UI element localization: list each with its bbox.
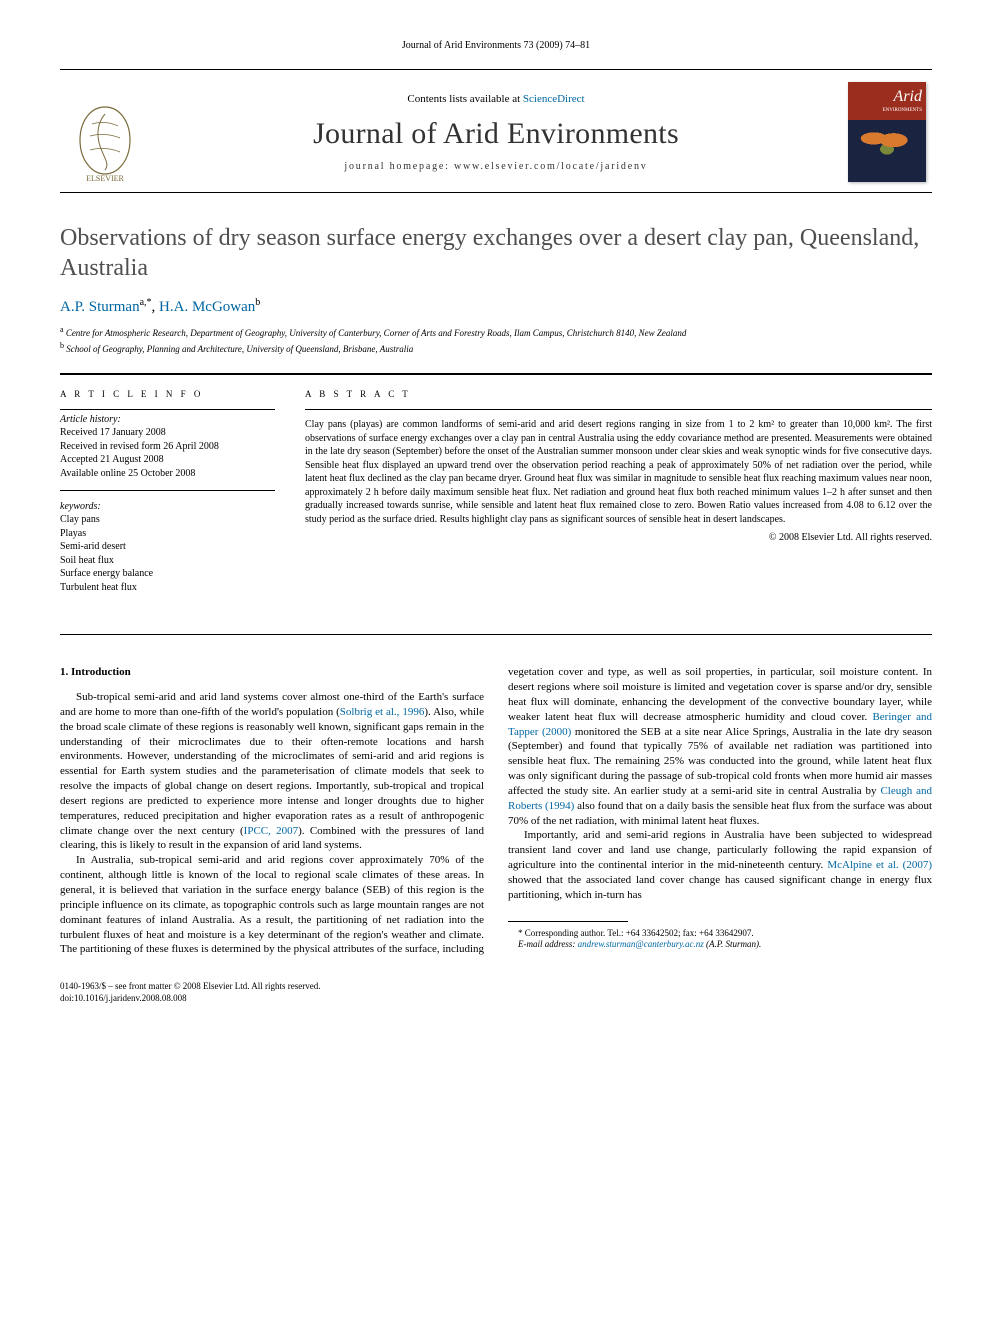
divider	[60, 634, 932, 635]
journal-cover-thumbnail: Arid ENVIRONMENTS	[848, 82, 926, 182]
masthead-center: Contents lists available at ScienceDirec…	[162, 82, 830, 182]
email-footnote: E-mail address: andrew.sturman@canterbur…	[508, 939, 932, 951]
author-link[interactable]: H.A. McGowan	[159, 299, 255, 315]
contents-pre: Contents lists available at	[407, 93, 522, 105]
sciencedirect-link[interactable]: ScienceDirect	[523, 93, 585, 105]
divider	[60, 409, 275, 410]
article-history-block: Article history: Received 17 January 200…	[60, 414, 275, 491]
keywords-block: keywords: Clay pans Playas Semi-arid des…	[60, 501, 275, 594]
keyword: Surface energy balance	[60, 567, 275, 581]
footer-left: 0140-1963/$ – see front matter © 2008 El…	[60, 981, 321, 1004]
journal-homepage-line: journal homepage: www.elsevier.com/locat…	[162, 161, 830, 172]
running-header: Journal of Arid Environments 73 (2009) 7…	[60, 40, 932, 51]
history-line: Available online 25 October 2008	[60, 467, 275, 481]
body-paragraph: Sub-tropical semi-arid and arid land sys…	[60, 690, 484, 853]
history-line: Received 17 January 2008	[60, 426, 275, 440]
corresponding-author-footnote: * Corresponding author. Tel.: +64 336425…	[508, 928, 932, 940]
affiliation-line: b School of Geography, Planning and Arch…	[60, 340, 932, 356]
keyword: Clay pans	[60, 513, 275, 527]
page-footer: 0140-1963/$ – see front matter © 2008 El…	[60, 981, 932, 1004]
affiliation-line: a Centre for Atmospheric Research, Depar…	[60, 324, 932, 340]
keyword: Semi-arid desert	[60, 540, 275, 554]
cover-map-graphic	[854, 124, 920, 160]
info-abstract-row: A R T I C L E I N F O Article history: R…	[60, 374, 932, 594]
affiliations: a Centre for Atmospheric Research, Depar…	[60, 324, 932, 355]
doi-line: doi:10.1016/j.jaridenv.2008.08.008	[60, 993, 321, 1005]
body-paragraph: Importantly, arid and semi-arid regions …	[508, 828, 932, 902]
author-list: A.P. Sturmana,*, H.A. McGowanb	[60, 297, 932, 316]
keyword: Turbulent heat flux	[60, 581, 275, 595]
journal-cover-slot: Arid ENVIRONMENTS	[842, 82, 932, 182]
footnote-separator	[508, 921, 628, 922]
author-sup: b	[255, 297, 260, 308]
abstract-text: Clay pans (playas) are common landforms …	[305, 418, 932, 526]
author-link[interactable]: A.P. Sturman	[60, 299, 140, 315]
history-line: Received in revised form 26 April 2008	[60, 440, 275, 454]
abstract-panel: A B S T R A C T Clay pans (playas) are c…	[305, 389, 932, 594]
abstract-copyright: © 2008 Elsevier Ltd. All rights reserved…	[305, 532, 932, 543]
article-title: Observations of dry season surface energ…	[60, 223, 932, 283]
issn-line: 0140-1963/$ – see front matter © 2008 El…	[60, 981, 321, 993]
author-sup: a,*	[140, 297, 152, 308]
keywords-heading: keywords:	[60, 501, 275, 512]
abstract-heading: A B S T R A C T	[305, 389, 932, 399]
journal-name: Journal of Arid Environments	[162, 117, 830, 151]
svg-text:ELSEVIER: ELSEVIER	[86, 174, 124, 182]
masthead: ELSEVIER Contents lists available at Sci…	[60, 69, 932, 193]
elsevier-logo: ELSEVIER	[70, 102, 140, 182]
history-line: Accepted 21 August 2008	[60, 453, 275, 467]
cover-title: Arid	[894, 88, 922, 106]
page-root: Journal of Arid Environments 73 (2009) 7…	[0, 0, 992, 1045]
history-heading: Article history:	[60, 414, 275, 425]
article-body: 1. Introduction Sub-tropical semi-arid a…	[60, 665, 932, 957]
divider	[305, 409, 932, 410]
keyword: Playas	[60, 527, 275, 541]
cover-subtitle: ENVIRONMENTS	[883, 108, 922, 113]
article-info-panel: A R T I C L E I N F O Article history: R…	[60, 389, 275, 594]
keyword: Soil heat flux	[60, 554, 275, 568]
section-heading-introduction: 1. Introduction	[60, 665, 484, 680]
article-info-heading: A R T I C L E I N F O	[60, 389, 275, 399]
contents-available-line: Contents lists available at ScienceDirec…	[162, 93, 830, 105]
author-email-link[interactable]: andrew.sturman@canterbury.ac.nz	[578, 939, 704, 949]
publisher-logo-slot: ELSEVIER	[60, 82, 150, 182]
